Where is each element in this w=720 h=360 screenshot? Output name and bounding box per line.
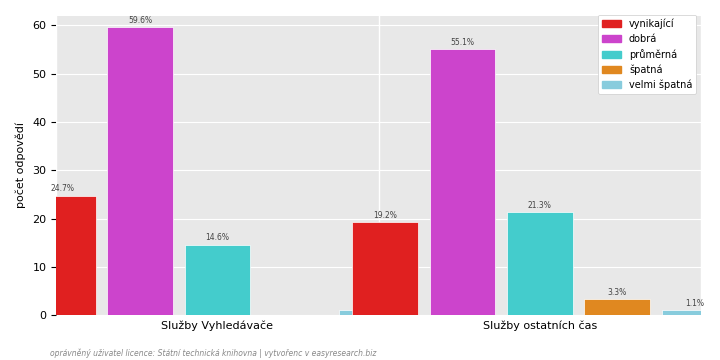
Text: 59.6%: 59.6%	[128, 16, 152, 25]
Text: 3.3%: 3.3%	[608, 288, 627, 297]
Text: 55.1%: 55.1%	[451, 37, 474, 46]
Legend: vynikající, dobrá, průměrná, špatná, velmi špatná: vynikající, dobrá, průměrná, špatná, vel…	[598, 14, 696, 94]
Bar	[507, 212, 573, 315]
Text: 21.3%: 21.3%	[528, 201, 552, 210]
Bar	[585, 299, 650, 315]
Text: oprávněný uživatel licence: Státní technická knihovna | vytvořenc v easyresearch: oprávněný uživatel licence: Státní techn…	[50, 349, 377, 359]
Text: 1.1%: 1.1%	[685, 298, 704, 307]
Y-axis label: počet odpovědí: počet odpovědí	[15, 122, 25, 208]
Text: 14.6%: 14.6%	[205, 233, 230, 242]
Bar	[339, 310, 405, 315]
Bar	[430, 49, 495, 315]
Bar	[30, 196, 96, 315]
Bar	[352, 222, 418, 315]
Text: 1.1%: 1.1%	[363, 298, 382, 307]
Bar	[184, 245, 251, 315]
Text: 19.2%: 19.2%	[373, 211, 397, 220]
Bar	[107, 27, 173, 315]
Text: 24.7%: 24.7%	[50, 184, 75, 193]
Bar	[662, 310, 720, 315]
